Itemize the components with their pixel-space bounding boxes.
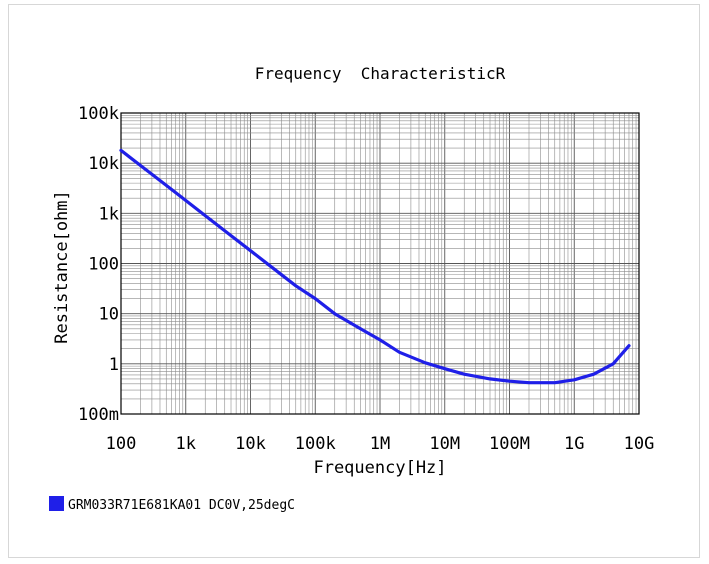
series-line-0 <box>119 148 631 385</box>
x-tick-label: 1k <box>176 434 196 454</box>
plot-area-border <box>120 112 640 415</box>
x-tick-label: 100k <box>295 434 336 454</box>
x-tick-label: 10G <box>624 434 655 454</box>
x-tick-label: 100 <box>106 434 137 454</box>
x-tick-label: 10k <box>235 434 266 454</box>
series-layer <box>119 148 631 385</box>
x-tick-label: 10M <box>429 434 460 454</box>
y-tick-label: 100m <box>78 405 119 425</box>
x-tick-label: 100M <box>489 434 530 454</box>
legend-swatch <box>49 496 64 511</box>
resistance-frequency-chart: Frequency CharacteristicR 100 1k 10k 100k 1M… <box>49 64 655 513</box>
legend-label: GRM033R71E681KA01 DC0V,25degC <box>68 498 295 513</box>
y-tick-label: 10 <box>99 305 119 325</box>
y-axis-label: Resistance[ohm] <box>52 190 72 344</box>
x-axis-label: Frequency[Hz] <box>313 458 446 478</box>
x-tick-label: 1M <box>370 434 390 454</box>
y-tick-label: 10k <box>88 154 119 174</box>
y-tick-label: 1k <box>99 204 119 224</box>
y-tick-label: 1 <box>109 355 119 375</box>
y-axis-tick-labels: 100m 1 10 100 1k 10k 100k <box>78 104 119 425</box>
chart-title: Frequency CharacteristicR <box>255 64 506 83</box>
y-tick-label: 100 <box>88 255 119 275</box>
grid-lines <box>120 113 639 415</box>
y-tick-label: 100k <box>78 104 119 124</box>
x-axis-tick-labels: 100 1k 10k 100k 1M 10M 100M 1G 10G <box>106 434 655 454</box>
chart-frame: Frequency CharacteristicR 100 1k 10k 100k 1M… <box>8 4 700 558</box>
x-tick-label: 1G <box>564 434 584 454</box>
